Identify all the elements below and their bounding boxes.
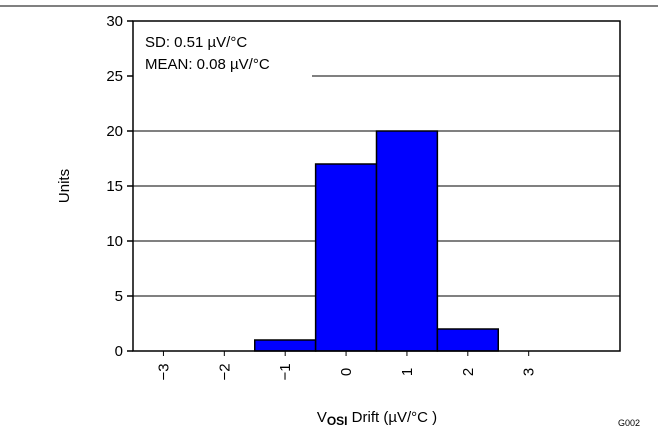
histogram-bar [375, 130, 439, 352]
y-axis-title: Units [56, 169, 73, 203]
y-tick-label: 20 [106, 123, 123, 140]
x-tick-label: 3 [521, 368, 538, 376]
figure-id: G002 [618, 418, 640, 428]
y-tick-label: 0 [115, 343, 123, 360]
y-tick-label: 10 [106, 233, 123, 250]
sd-annotation: SD: 0.51 µV/°C [145, 34, 247, 51]
x-tick-label: 1 [399, 368, 416, 376]
x-tick-label: −3 [155, 363, 172, 380]
x-axis-ticks: −3 −2 −1 0 1 2 3 [155, 351, 538, 381]
histogram-bar [254, 339, 317, 352]
y-tick-label: 25 [106, 68, 123, 85]
x-tick-label: −2 [216, 363, 233, 380]
x-axis-title-prefix: V [317, 409, 327, 426]
x-tick-label: −1 [277, 363, 294, 380]
y-axis-ticks: 0 5 10 15 20 25 30 [106, 13, 133, 360]
mean-annotation: MEAN: 0.08 µV/°C [145, 56, 270, 73]
x-tick-label: 0 [338, 368, 355, 376]
x-axis-title-subscript: OSI [327, 414, 348, 428]
bars [254, 130, 499, 352]
histogram-bar [314, 163, 378, 352]
x-axis-title-suffix: Drift (µV/°C ) [348, 409, 438, 426]
y-tick-label: 5 [115, 288, 123, 305]
y-tick-label: 15 [106, 178, 123, 195]
y-tick-label: 30 [106, 13, 123, 30]
x-tick-label: 2 [460, 368, 477, 376]
histogram-bar [436, 328, 499, 352]
x-axis-title: VOSI Drift (µV/°C ) [317, 409, 437, 428]
